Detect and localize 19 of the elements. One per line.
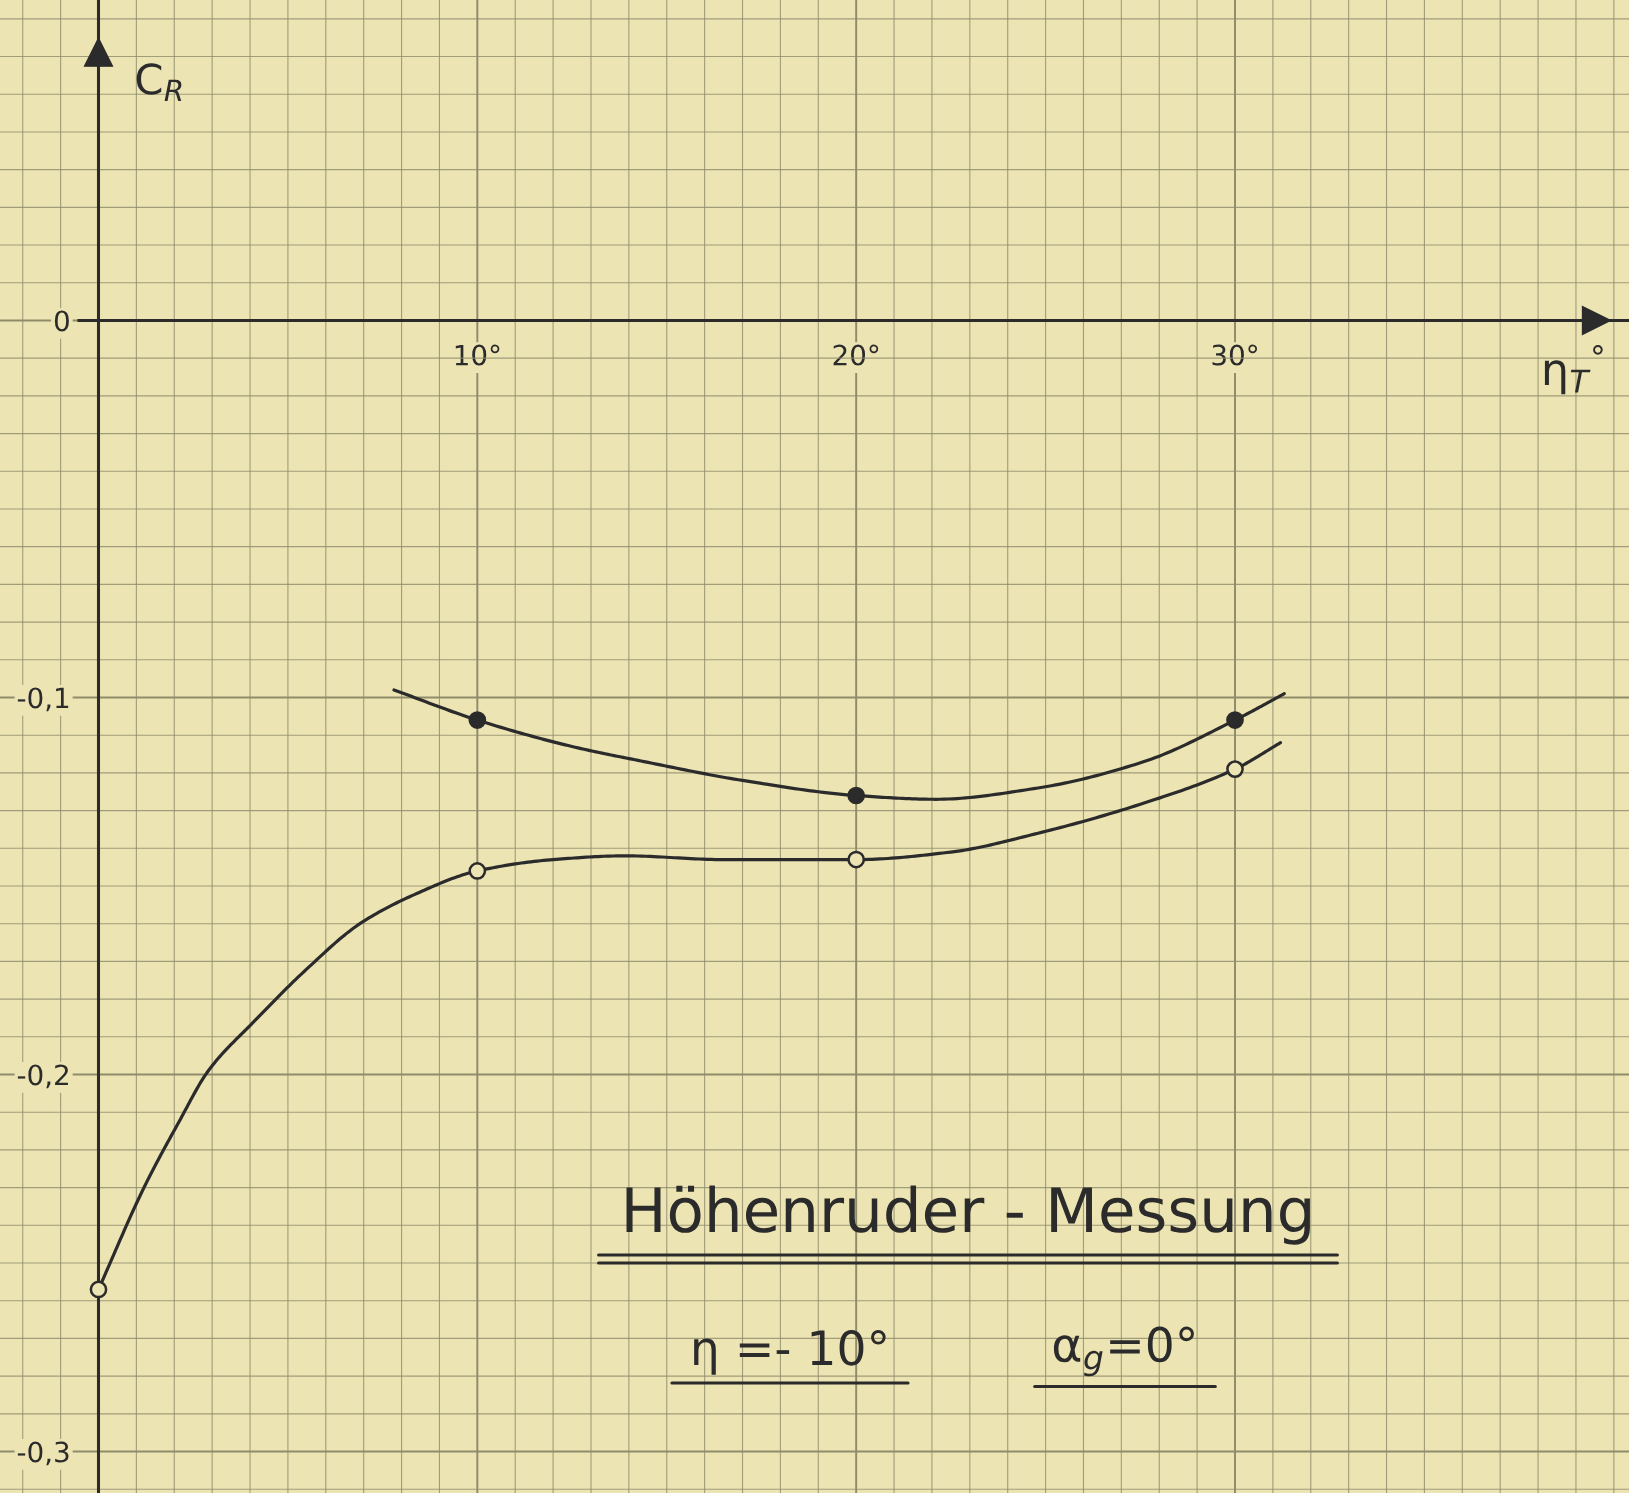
point: [1226, 760, 1244, 778]
x-tick-label: 30°: [1212, 344, 1257, 366]
point: [89, 1280, 108, 1299]
point: [468, 711, 487, 729]
y-tick-label: -0,1: [17, 687, 69, 712]
point: [847, 786, 866, 805]
point: [1226, 711, 1244, 729]
annotation: α$_{g}$=0°: [1053, 1326, 1194, 1377]
point: [468, 862, 487, 880]
annotation: η =- 10°: [694, 1329, 886, 1375]
x-tick-label: 10°: [455, 344, 500, 366]
x-axis-title: η$_{T}$$^{°}$: [1544, 345, 1603, 395]
text: Höhenruder - Messung: [626, 1185, 1310, 1245]
y-tick-label: -0,3: [17, 1441, 69, 1466]
point: [847, 850, 866, 869]
y-axis-title: C$_{R}$: [136, 63, 182, 102]
y-tick-label: 0: [54, 310, 69, 332]
x-tick-label: 20°: [833, 344, 879, 366]
y-tick-label: -0,2: [17, 1064, 68, 1089]
